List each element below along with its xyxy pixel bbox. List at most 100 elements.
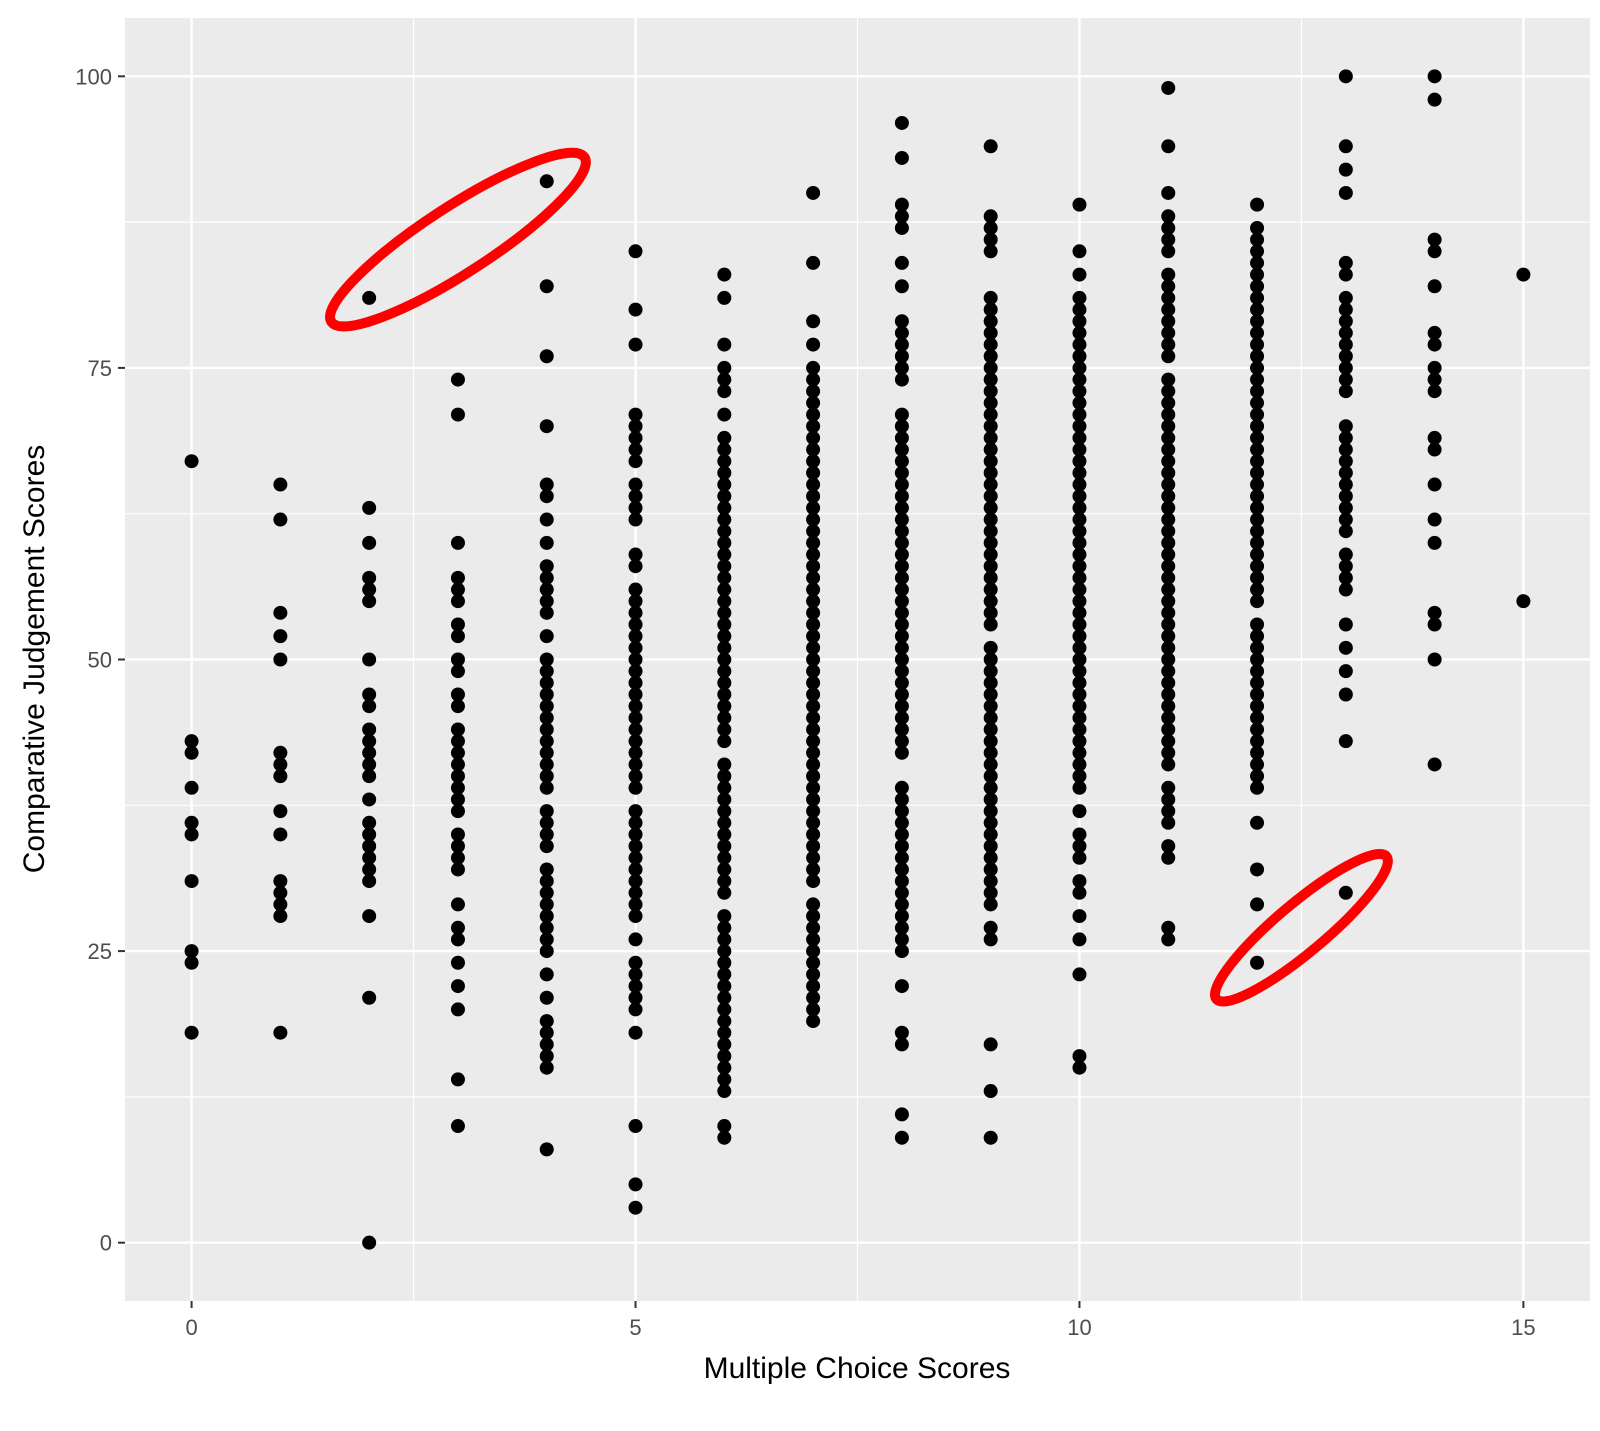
data-point bbox=[1250, 302, 1265, 317]
data-point bbox=[1161, 80, 1176, 95]
data-point bbox=[1516, 267, 1531, 282]
data-point bbox=[628, 442, 643, 457]
data-point bbox=[1161, 804, 1176, 819]
data-point bbox=[539, 757, 554, 772]
data-point bbox=[184, 815, 199, 830]
data-point bbox=[1338, 640, 1353, 655]
data-point bbox=[1161, 477, 1176, 492]
data-point bbox=[1338, 734, 1353, 749]
data-point bbox=[1338, 430, 1353, 445]
data-point bbox=[1072, 664, 1087, 679]
data-point bbox=[539, 279, 554, 294]
data-point bbox=[983, 535, 998, 550]
data-point bbox=[1161, 302, 1176, 317]
data-point bbox=[1250, 244, 1265, 259]
data-point bbox=[539, 512, 554, 527]
data-point bbox=[894, 734, 909, 749]
data-point bbox=[273, 769, 288, 784]
data-point bbox=[1072, 967, 1087, 982]
data-point bbox=[1427, 442, 1442, 457]
data-point bbox=[539, 664, 554, 679]
data-point bbox=[1250, 442, 1265, 457]
data-point bbox=[1250, 220, 1265, 235]
data-point bbox=[450, 827, 465, 842]
data-point bbox=[1338, 302, 1353, 317]
data-point bbox=[1427, 372, 1442, 387]
data-point bbox=[1250, 524, 1265, 539]
data-point bbox=[1427, 337, 1442, 352]
data-point bbox=[894, 932, 909, 947]
data-point bbox=[1250, 862, 1265, 877]
data-point bbox=[806, 745, 821, 760]
data-point bbox=[1250, 769, 1265, 784]
data-point bbox=[628, 664, 643, 679]
data-point bbox=[717, 1025, 732, 1040]
data-point bbox=[717, 442, 732, 457]
data-point bbox=[1072, 489, 1087, 504]
data-point bbox=[894, 710, 909, 725]
data-point bbox=[983, 1037, 998, 1052]
data-point bbox=[539, 990, 554, 1005]
data-point bbox=[717, 675, 732, 690]
data-point bbox=[628, 1200, 643, 1215]
data-point bbox=[1072, 885, 1087, 900]
data-point bbox=[894, 547, 909, 562]
data-point bbox=[983, 384, 998, 399]
data-point bbox=[273, 885, 288, 900]
data-point bbox=[1250, 419, 1265, 434]
data-point bbox=[1161, 617, 1176, 632]
data-point bbox=[894, 220, 909, 235]
data-point bbox=[1250, 617, 1265, 632]
data-point bbox=[806, 500, 821, 515]
data-point bbox=[894, 909, 909, 924]
data-point bbox=[717, 1037, 732, 1052]
data-point bbox=[983, 722, 998, 737]
data-point bbox=[806, 815, 821, 830]
data-point bbox=[273, 897, 288, 912]
data-point bbox=[628, 827, 643, 842]
data-point bbox=[628, 699, 643, 714]
data-point bbox=[717, 839, 732, 854]
data-point bbox=[1338, 489, 1353, 504]
data-point bbox=[1161, 395, 1176, 410]
data-point bbox=[717, 652, 732, 667]
data-point bbox=[983, 570, 998, 585]
annotation-layer bbox=[325, 147, 1393, 1007]
data-point bbox=[894, 780, 909, 795]
data-point bbox=[806, 944, 821, 959]
data-point bbox=[983, 757, 998, 772]
data-point bbox=[628, 909, 643, 924]
data-point bbox=[1338, 559, 1353, 574]
data-point bbox=[1427, 757, 1442, 772]
ticks-layer: 0 5 10 15 0 25 50 75 100 bbox=[75, 64, 1535, 1340]
data-point bbox=[1161, 372, 1176, 387]
data-point bbox=[273, 512, 288, 527]
data-point bbox=[806, 804, 821, 819]
data-point bbox=[628, 955, 643, 970]
data-point bbox=[717, 629, 732, 644]
data-point bbox=[894, 500, 909, 515]
data-point bbox=[1072, 629, 1087, 644]
data-point bbox=[717, 267, 732, 282]
data-point bbox=[717, 722, 732, 737]
data-point bbox=[717, 827, 732, 842]
data-point bbox=[806, 605, 821, 620]
data-point bbox=[1338, 337, 1353, 352]
data-point bbox=[1072, 699, 1087, 714]
data-point bbox=[450, 582, 465, 597]
data-point bbox=[450, 664, 465, 679]
data-point bbox=[539, 605, 554, 620]
data-point bbox=[450, 699, 465, 714]
data-point bbox=[1427, 384, 1442, 399]
data-point bbox=[1161, 419, 1176, 434]
data-point bbox=[983, 547, 998, 562]
data-point bbox=[539, 1014, 554, 1029]
data-point bbox=[806, 897, 821, 912]
data-point bbox=[806, 769, 821, 784]
data-point bbox=[1072, 839, 1087, 854]
data-point bbox=[717, 780, 732, 795]
data-point bbox=[628, 337, 643, 352]
data-point bbox=[894, 407, 909, 422]
data-point bbox=[628, 850, 643, 865]
data-point bbox=[628, 874, 643, 889]
